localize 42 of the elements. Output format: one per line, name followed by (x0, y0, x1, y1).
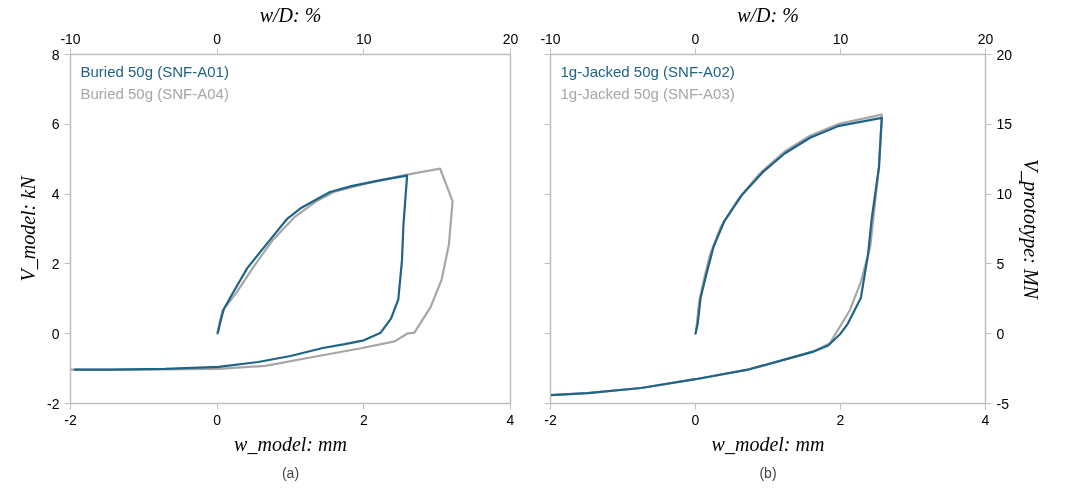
y-axis-title: V_model: kN (17, 174, 40, 282)
text: Buried 50g (SNF-A04) (80, 84, 229, 102)
text: (b) (759, 464, 777, 481)
line-series (70, 167, 454, 371)
y-tick-label: 8 (51, 46, 60, 63)
x2-tick-label: -10 (540, 30, 561, 47)
x-axis-title: w_model: mm (711, 432, 825, 455)
y2-tick-label: 0 (996, 325, 1005, 342)
text: (a) (281, 464, 300, 481)
y2-tick-label: 5 (996, 255, 1005, 272)
y2-tick-label: -5 (996, 395, 1010, 412)
x-tick-label: 0 (213, 411, 222, 428)
text: 1g-Jacked 50g (SNF-A02) (560, 62, 735, 80)
line-series (73, 174, 409, 371)
x-axis-title: w_model: mm (234, 432, 347, 455)
text: Buried 50g (SNF-A01) (80, 62, 229, 80)
x-tick-label: 4 (981, 411, 990, 428)
y-tick-label: 0 (51, 325, 60, 342)
y-tick-label: -2 (47, 395, 60, 412)
x-tick-label: 2 (836, 411, 845, 428)
x-tick-label: -2 (64, 411, 77, 428)
text: 1g-Jacked 50g (SNF-A03) (560, 84, 735, 102)
y2-tick-label: 10 (996, 186, 1013, 203)
x2-tick-label: 20 (502, 30, 519, 47)
x-tick-label: -2 (544, 411, 557, 428)
x2-tick-label: -10 (60, 30, 81, 47)
x-tick-label: 4 (506, 411, 515, 428)
y2-axis-title: V_prototype: MN (1019, 159, 1043, 301)
y-tick-label: 2 (51, 255, 60, 272)
x2-tick-label: 0 (691, 30, 700, 47)
x2-tick-label: 10 (832, 30, 849, 47)
x2-axis-title: w/D: % (737, 3, 799, 26)
x2-tick-label: 20 (977, 30, 994, 47)
y2-tick-label: 20 (996, 46, 1013, 63)
x-tick-label: 2 (359, 411, 368, 428)
x2-tick-label: 0 (213, 30, 222, 47)
y2-tick-label: 15 (996, 116, 1013, 133)
x2-tick-label: 10 (356, 30, 372, 47)
y-tick-label: 4 (51, 186, 60, 203)
y-tick-label: 6 (51, 116, 60, 133)
x-tick-label: 0 (691, 411, 700, 428)
x2-axis-title: w/D: % (259, 3, 322, 26)
